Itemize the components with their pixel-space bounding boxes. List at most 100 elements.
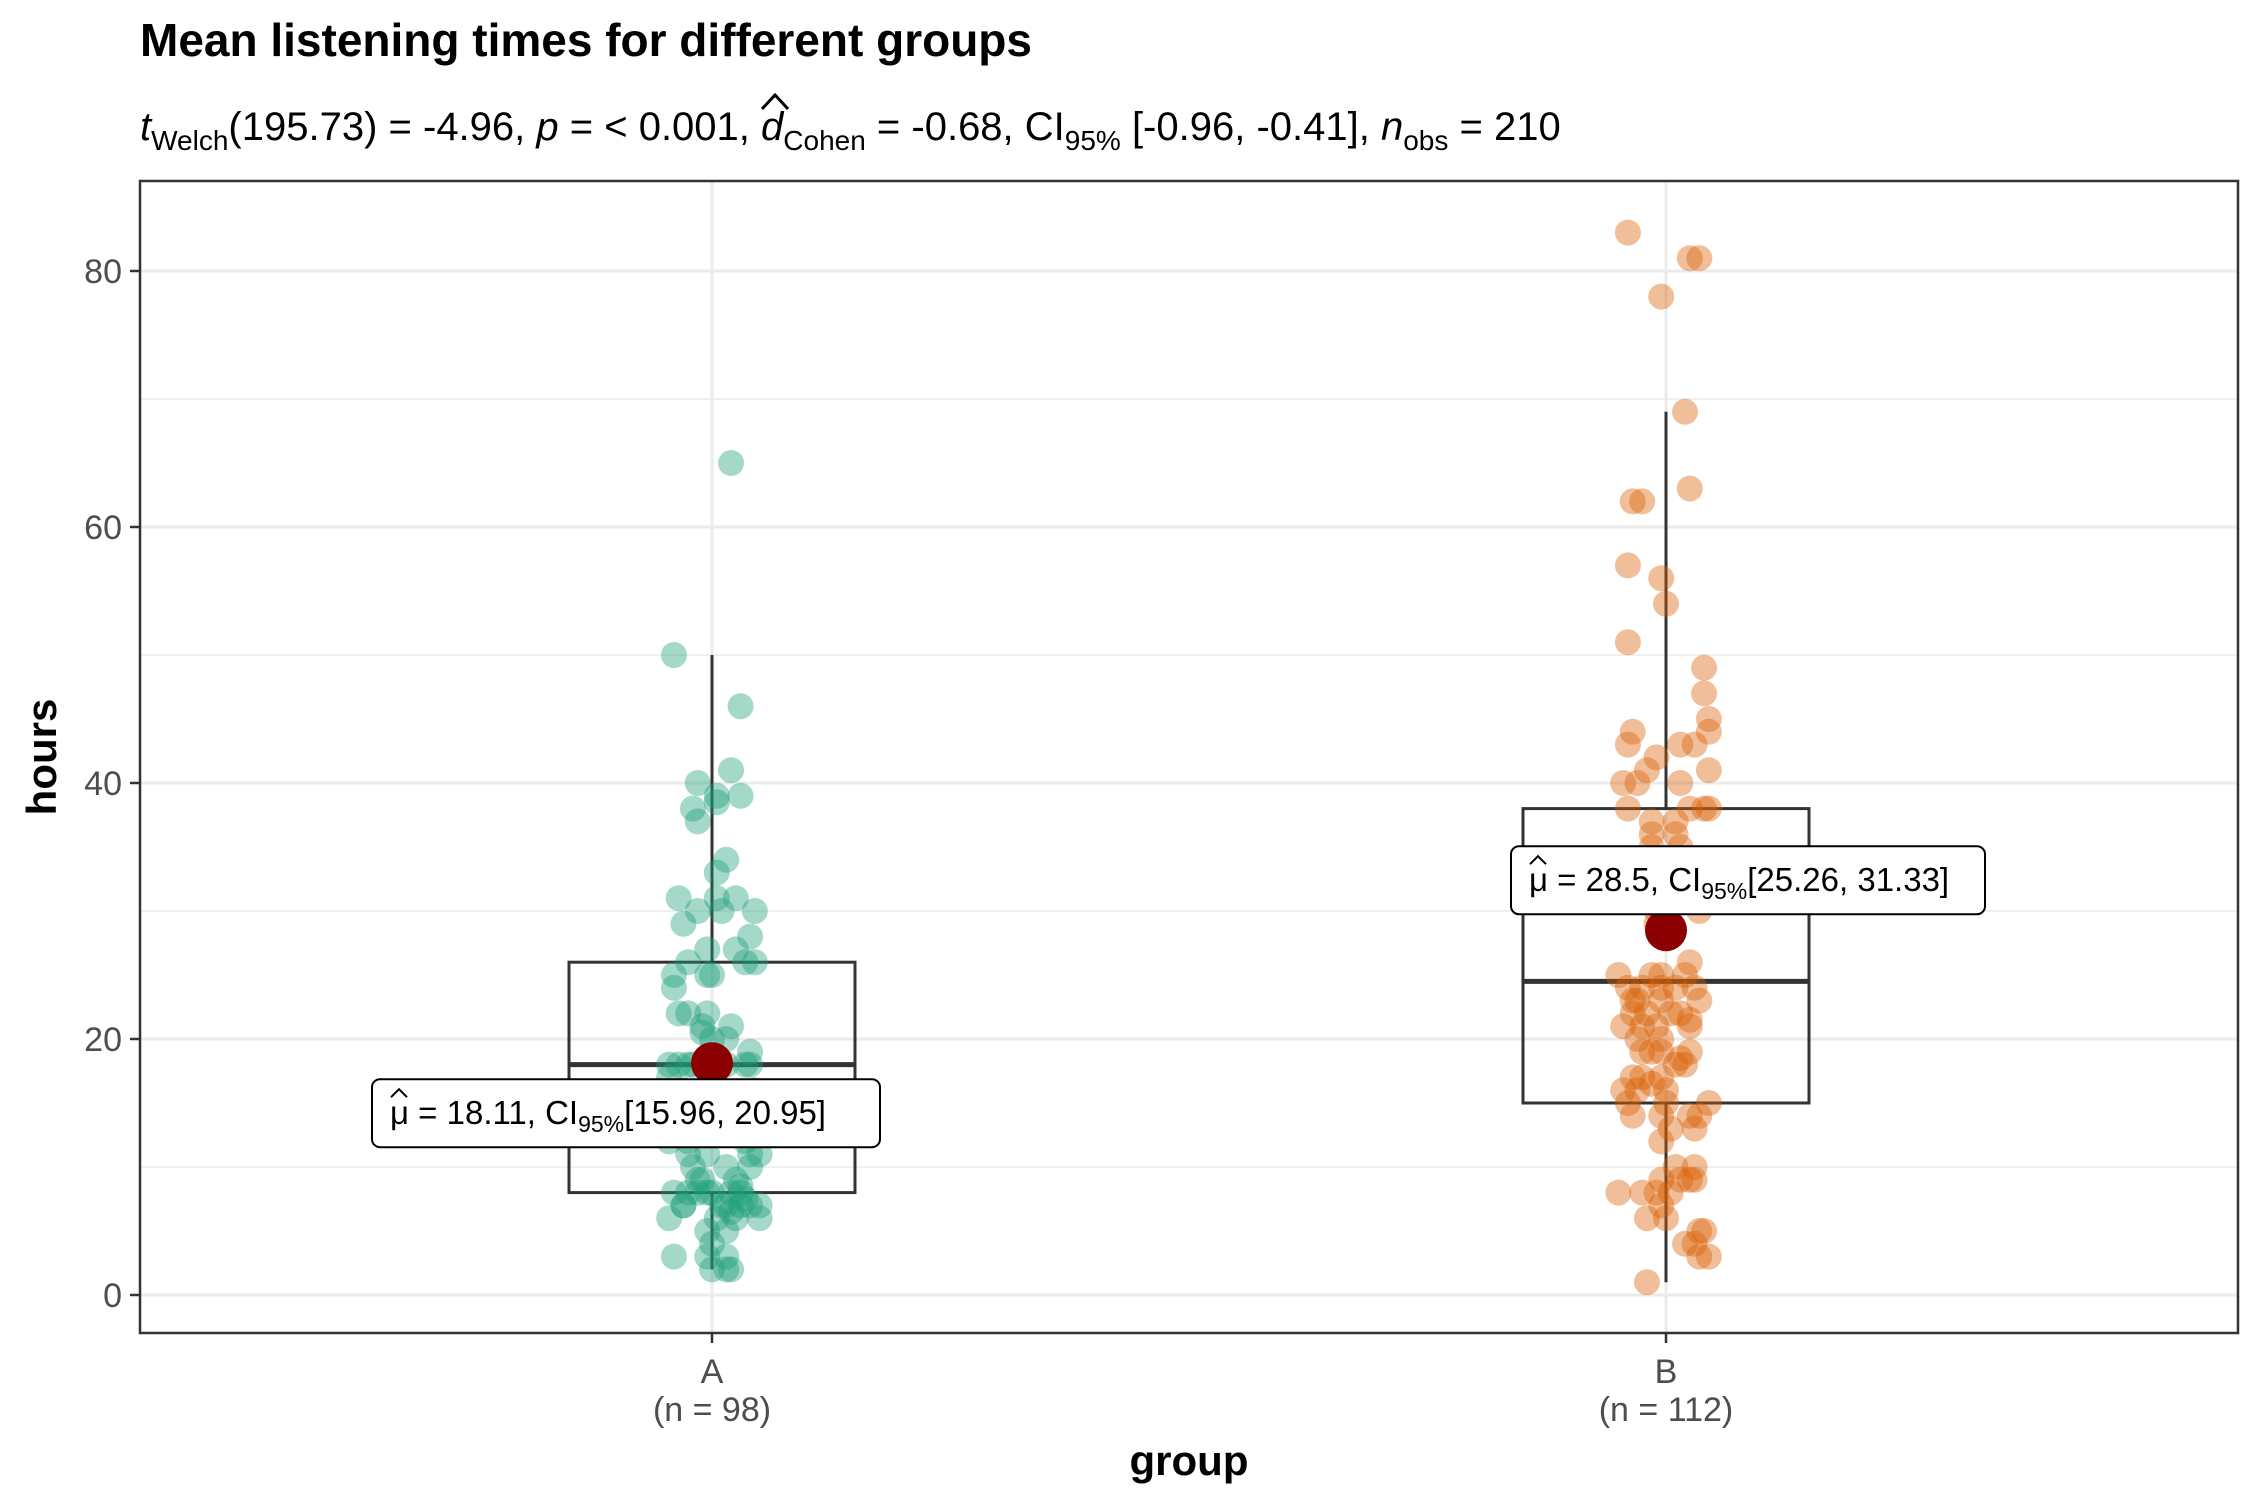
data-point [1691, 680, 1718, 707]
data-point [684, 898, 711, 924]
hat-mark [1529, 854, 1547, 865]
data-point [699, 1179, 725, 1206]
data-point [660, 1243, 687, 1270]
data-point [713, 1218, 740, 1244]
data-point [660, 962, 687, 988]
x-tick-count: (n = 98) [653, 1391, 771, 1429]
data-point [1686, 1218, 1713, 1244]
data-point [1643, 1013, 1670, 1040]
data-point [1614, 629, 1641, 656]
data-point [703, 789, 730, 816]
data-point [718, 1179, 745, 1206]
data-point [684, 1166, 711, 1193]
data-point [689, 1019, 716, 1046]
data-point [1648, 962, 1675, 988]
y-tick-label: 80 [84, 253, 122, 291]
data-point [689, 1013, 716, 1040]
data-point [660, 1179, 687, 1206]
data-point [737, 1038, 764, 1065]
data-point [718, 450, 745, 476]
data-point [1681, 1154, 1708, 1180]
mean-label: μ = 28.5, CI95%[25.26, 31.33] [1529, 861, 1949, 904]
data-point [1695, 1090, 1722, 1116]
data-point [713, 1243, 740, 1270]
data-point [1648, 1192, 1675, 1219]
data-point [656, 1051, 683, 1078]
data-point [1676, 1038, 1703, 1065]
axis-layer: 0 20 40 60 80 A(n = 98) B(n = 112) [84, 253, 1733, 1429]
data-point [722, 1205, 749, 1232]
data-point [684, 770, 711, 796]
data-point [727, 1179, 754, 1206]
data-point [718, 1013, 745, 1040]
data-point [665, 1051, 692, 1078]
data-point [1648, 283, 1675, 310]
mean-label-box [371, 1078, 881, 1149]
hat-mark [760, 92, 790, 111]
data-point [699, 1256, 725, 1283]
data-point [1614, 1090, 1641, 1116]
data-point [1629, 1013, 1656, 1040]
data-point [718, 757, 745, 784]
data-point [727, 693, 754, 720]
data-point [1691, 1218, 1718, 1244]
data-point [1614, 219, 1641, 246]
data-point [1629, 488, 1656, 515]
data-point [727, 1192, 754, 1219]
data-point [694, 1243, 721, 1270]
data-point [1667, 1166, 1694, 1193]
data-point [703, 885, 730, 912]
box-body [1521, 807, 1811, 1105]
data-point [1667, 770, 1694, 796]
data-point [656, 1205, 683, 1232]
y-tick-label: 20 [84, 1021, 122, 1059]
data-point [1676, 1006, 1703, 1033]
data-point [1648, 1064, 1675, 1091]
data-point [1614, 731, 1641, 758]
data-point [1695, 795, 1722, 822]
y-tick-label: 60 [84, 509, 122, 547]
y-tick-label: 0 [103, 1277, 122, 1315]
box-layer [567, 411, 1811, 1283]
data-point [1610, 1077, 1637, 1104]
data-point [1605, 1179, 1632, 1206]
data-point [1638, 808, 1665, 835]
data-point [1643, 1179, 1670, 1206]
data-point [722, 936, 749, 963]
data-point [1610, 770, 1637, 796]
data-point [1676, 245, 1703, 272]
data-point [660, 642, 687, 668]
data-point [699, 962, 725, 988]
x-tick-count: (n = 112) [1599, 1391, 1734, 1429]
data-point [1676, 1102, 1703, 1129]
data-point [1624, 1026, 1651, 1052]
data-point [1619, 987, 1646, 1014]
data-point [1633, 1269, 1660, 1296]
data-point [718, 1256, 745, 1283]
data-point [1629, 1038, 1656, 1065]
data-point [727, 1173, 754, 1200]
data-point [1633, 1205, 1660, 1232]
data-point [675, 1179, 702, 1206]
data-point [1638, 1038, 1665, 1065]
data-point [1643, 744, 1670, 771]
data-point [1619, 488, 1646, 515]
data-point [718, 1198, 745, 1225]
data-point [727, 782, 754, 809]
data-point [675, 949, 702, 976]
data-point [1629, 1179, 1656, 1206]
plot-border [138, 179, 2240, 1335]
data-point [694, 1000, 721, 1027]
data-point [1648, 1102, 1675, 1129]
data-point [670, 910, 697, 937]
data-point [737, 923, 764, 950]
data-point [1672, 398, 1699, 425]
data-point [1672, 962, 1699, 988]
data-point [1672, 1051, 1699, 1078]
data-point [1657, 1000, 1684, 1027]
y-tick-label: 40 [84, 765, 122, 803]
data-point [1638, 1070, 1665, 1097]
data-point [1676, 1166, 1703, 1193]
mean-layer: μ = 18.11, CI95%[15.96, 20.95] μ = 28.5, … [371, 845, 1986, 1149]
